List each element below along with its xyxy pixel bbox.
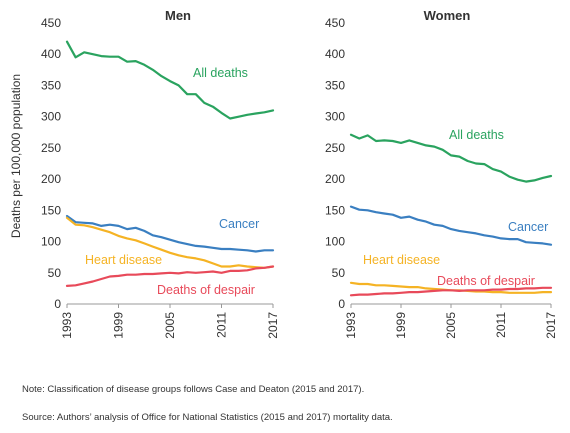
- y-tick-label: 150: [41, 203, 61, 217]
- y-tick-label: 150: [325, 203, 345, 217]
- y-tick-label: 450: [325, 16, 345, 30]
- x-tick-label: 2005: [444, 312, 458, 339]
- x-tick-label: 2011: [215, 312, 229, 338]
- series-line-deaths-of-despair: [65, 265, 275, 287]
- x-tick-label: 2017: [266, 312, 280, 339]
- series-label-cancer: Cancer: [219, 217, 259, 231]
- series-line-cancer: [65, 214, 275, 253]
- y-tick-label: 350: [325, 78, 345, 92]
- women-panel: Women 0 50 100 150 200 250 300 350 400 450 1993 1999…: [325, 8, 558, 339]
- y-tick-label: 100: [325, 235, 345, 249]
- x-tick-label: 1993: [60, 312, 74, 339]
- series-label-cancer: Cancer: [508, 220, 548, 234]
- y-tick-label: 200: [325, 172, 345, 186]
- men-panel: Men 0 50 100 150 200 250 300 350 400 450 1993 1999 20…: [41, 8, 280, 339]
- y-tick-label: 0: [54, 297, 61, 311]
- series-line-all-deaths: [349, 133, 553, 183]
- x-tick-label: 1999: [112, 312, 126, 339]
- panel-title: Women: [424, 8, 471, 23]
- y-tick-label: 100: [41, 235, 61, 249]
- series-label-deaths-of-despair: Deaths of despair: [157, 283, 255, 297]
- y-tick-label: 200: [41, 172, 61, 186]
- series-line-heart-disease: [65, 216, 275, 269]
- chart-source: Source: Authors’ analysis of Office for …: [22, 412, 393, 423]
- y-tick-label: 300: [325, 110, 345, 124]
- mortality-chart-figure: Deaths per 100,000 population Men 0 50 100 1…: [9, 8, 558, 339]
- y-tick-label: 50: [332, 266, 346, 280]
- x-tick-label: 2011: [494, 312, 508, 338]
- series-label-heart-disease: Heart disease: [85, 253, 162, 267]
- y-tick-label: 50: [48, 266, 62, 280]
- series-label-deaths-of-despair: Deaths of despair: [437, 274, 535, 288]
- x-tick-label: 2005: [163, 312, 177, 339]
- y-tick-label: 400: [325, 47, 345, 61]
- series-label-all-deaths: All deaths: [449, 128, 504, 142]
- series-line-all-deaths: [65, 40, 275, 120]
- series-line-cancer: [349, 205, 553, 246]
- y-tick-label: 0: [338, 297, 345, 311]
- series-label-heart-disease: Heart disease: [363, 253, 440, 267]
- x-tick-label: 2017: [544, 312, 558, 339]
- panel-title: Men: [165, 8, 191, 23]
- x-tick-label: 1999: [394, 312, 408, 339]
- y-tick-label: 350: [41, 78, 61, 92]
- series-line-deaths-of-despair: [349, 286, 553, 297]
- y-tick-label: 250: [41, 141, 61, 155]
- y-tick-label: 300: [41, 110, 61, 124]
- series-label-all-deaths: All deaths: [193, 66, 248, 80]
- y-tick-label: 450: [41, 16, 61, 30]
- y-tick-label: 250: [325, 141, 345, 155]
- y-tick-label: 400: [41, 47, 61, 61]
- y-axis-label: Deaths per 100,000 population: [9, 74, 23, 238]
- x-tick-label: 1993: [344, 312, 358, 339]
- chart-note: Note: Classification of disease groups f…: [22, 384, 365, 395]
